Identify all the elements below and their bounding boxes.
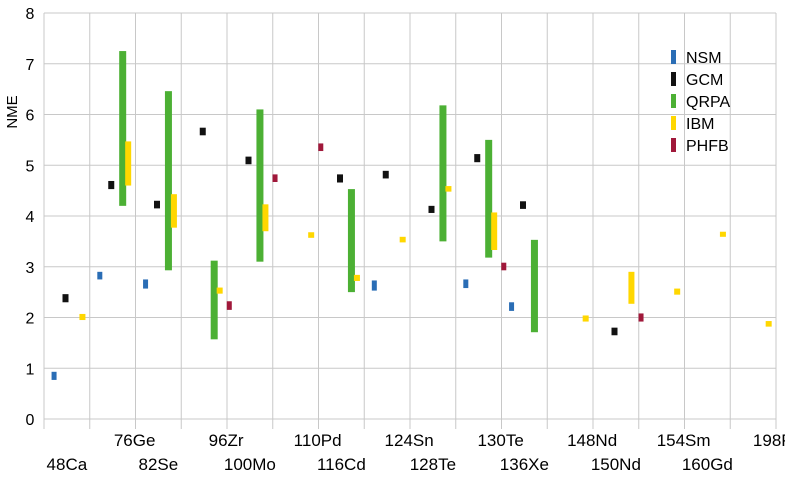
phfb-bar bbox=[638, 313, 644, 322]
x-category-label: 136Xe bbox=[500, 455, 549, 474]
legend-swatch-phfb bbox=[671, 138, 676, 152]
ibm-bar bbox=[491, 212, 498, 251]
gcm-bar bbox=[337, 174, 344, 183]
y-tick-label: 3 bbox=[26, 260, 35, 277]
x-category-label: 110Pd bbox=[294, 431, 342, 450]
gcm-bar bbox=[474, 154, 481, 163]
ibm-bar bbox=[719, 231, 726, 237]
qrpa-bar bbox=[439, 105, 447, 242]
ibm-bar bbox=[125, 141, 132, 186]
gcm-bar bbox=[520, 201, 527, 209]
gcm-bar bbox=[382, 170, 389, 179]
legend-label-phfb: PHFB bbox=[686, 138, 729, 155]
qrpa-bar bbox=[119, 51, 127, 206]
legend-swatch-nsm bbox=[671, 50, 676, 64]
data-bars bbox=[51, 51, 772, 380]
ibm-bar bbox=[79, 313, 86, 321]
legend-swatch-ibm bbox=[671, 116, 676, 130]
x-category-label: 154Sm bbox=[657, 431, 711, 450]
qrpa-bar bbox=[485, 139, 493, 258]
x-category-label: 128Te bbox=[410, 455, 456, 474]
nsm-bar bbox=[463, 279, 469, 289]
x-category-label: 76Ge bbox=[114, 431, 156, 450]
x-category-label: 150Nd bbox=[591, 455, 641, 474]
y-axis-ticks: 0 1 2 3 4 5 6 7 8 bbox=[26, 6, 35, 429]
gcm-bar bbox=[611, 327, 618, 336]
legend-label-ibm: IBM bbox=[686, 116, 714, 133]
phfb-bar bbox=[318, 143, 324, 152]
nsm-bar bbox=[97, 271, 103, 280]
ibm-bar bbox=[445, 186, 452, 192]
legend-label-gcm: GCM bbox=[686, 72, 723, 89]
ibm-bar bbox=[674, 288, 681, 295]
x-category-label: 100Mo bbox=[224, 455, 276, 474]
qrpa-bar bbox=[210, 260, 218, 340]
x-category-label: 82Se bbox=[139, 455, 179, 474]
ibm-bar bbox=[170, 194, 177, 228]
qrpa-bar bbox=[164, 91, 172, 271]
x-axis-categories: 48Ca 76Ge 82Se 96Zr 100Mo 110Pd 116Cd 124Sn 128T… bbox=[47, 431, 785, 474]
gcm-bar bbox=[199, 127, 206, 136]
phfb-bar bbox=[272, 174, 278, 182]
x-category-label: 124Sn bbox=[385, 431, 434, 450]
y-tick-label: 4 bbox=[26, 209, 35, 226]
legend-swatch-qrpa bbox=[671, 94, 676, 108]
nsm-bar bbox=[143, 279, 149, 289]
y-tick-label: 8 bbox=[26, 6, 35, 23]
y-tick-label: 7 bbox=[26, 57, 35, 74]
ibm-bar bbox=[216, 287, 223, 294]
ibm-bar bbox=[765, 321, 772, 327]
y-tick-label: 2 bbox=[26, 311, 35, 328]
y-tick-label: 0 bbox=[26, 412, 35, 429]
x-category-label: 96Zr bbox=[209, 431, 244, 450]
x-category-label: 198Pt bbox=[753, 431, 785, 450]
legend: NSM GCM QRPA IBM PHFB bbox=[671, 50, 730, 155]
legend-label-qrpa: QRPA bbox=[686, 94, 730, 111]
gcm-bar bbox=[245, 156, 252, 165]
phfb-bar bbox=[226, 301, 232, 310]
x-category-label: 160Gd bbox=[682, 455, 733, 474]
ibm-bar bbox=[262, 204, 269, 232]
y-tick-label: 1 bbox=[26, 361, 35, 378]
x-category-label: 148Nd bbox=[567, 431, 617, 450]
qrpa-bar bbox=[256, 109, 264, 262]
phfb-bar bbox=[501, 262, 507, 271]
ibm-bar bbox=[353, 274, 360, 281]
legend-label-nsm: NSM bbox=[686, 50, 722, 67]
nsm-bar bbox=[371, 280, 377, 291]
x-category-label: 130Te bbox=[477, 431, 523, 450]
ibm-bar bbox=[628, 271, 635, 304]
ibm-bar bbox=[582, 315, 589, 322]
ibm-bar bbox=[308, 232, 315, 238]
grid-lines bbox=[43, 12, 777, 429]
gcm-bar bbox=[108, 180, 115, 190]
y-axis-label: NME bbox=[4, 95, 21, 128]
nsm-bar bbox=[509, 302, 515, 311]
y-tick-label: 6 bbox=[26, 108, 35, 125]
x-category-label: 116Cd bbox=[317, 455, 366, 474]
gcm-bar bbox=[428, 205, 435, 213]
gcm-bar bbox=[154, 200, 161, 209]
qrpa-bar bbox=[347, 189, 355, 293]
nsm-bar bbox=[51, 371, 57, 380]
ibm-bar bbox=[399, 236, 406, 243]
qrpa-bar bbox=[530, 239, 538, 333]
legend-swatch-gcm bbox=[671, 72, 676, 86]
y-tick-label: 5 bbox=[26, 158, 35, 175]
gcm-bar bbox=[62, 294, 69, 303]
x-category-label: 48Ca bbox=[47, 455, 88, 474]
